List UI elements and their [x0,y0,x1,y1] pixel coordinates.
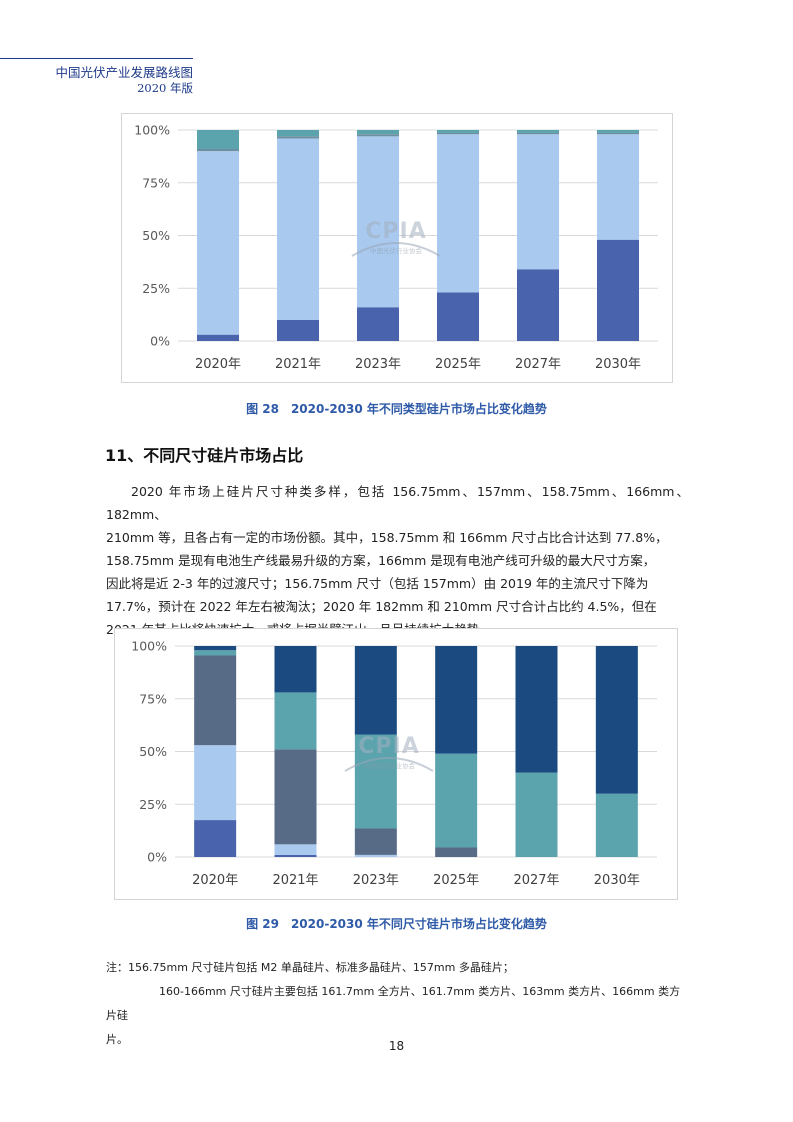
bar-segment [354,646,397,735]
bar-segment [194,650,237,656]
bar-segment [357,134,399,137]
header-subtitle: 2020 年版 [137,81,193,95]
bar-segment [274,854,317,857]
body-paragraph: 2020 年市场上硅片尺寸种类多样，包括 156.75mm、157mm、158.… [106,480,689,641]
bar-segment [274,692,317,750]
x-tick-label: 2020年 [195,357,241,372]
bar-segment [277,319,319,341]
bar-segment [357,130,399,135]
section-heading: 11、不同尺寸硅片市场占比 [105,446,304,465]
paragraph-line: 158.75mm 是现有电池生产线最易升级的方案，166mm 是现有电池产线可升… [106,553,656,568]
bar-segment [515,772,558,857]
bar-segment [517,132,559,135]
bar-segment [274,646,317,693]
y-tick-label: 25% [142,281,170,296]
svg-text:中国光伏行业协会: 中国光伏行业协会 [363,761,416,770]
bar-segment [357,307,399,341]
bar-segment [597,134,639,240]
footnote-line: 片。 [106,1033,128,1046]
y-tick-label: 0% [150,334,170,349]
bar-segment [517,130,559,133]
bar-segment [437,132,479,135]
page-number: 18 [388,1039,405,1053]
figure-28-caption: 图 28 2020-2030 年不同类型硅片市场占比变化趋势 [246,402,547,416]
x-tick-label: 2027年 [513,873,559,888]
bar-segment [274,749,317,845]
bar-segment [597,132,639,135]
footnote: 注：156.75mm 尺寸硅片包括 M2 单晶硅片、标准多晶硅片、157mm 多… [106,956,691,1052]
svg-text:CPIA: CPIA [358,734,419,759]
y-tick-label: 100% [134,123,170,138]
bar-segment [277,136,319,139]
x-tick-label: 2025年 [433,873,479,888]
bar-segment [197,130,239,149]
bar-segment [194,655,237,746]
bar-segment [277,138,319,320]
y-tick-label: 50% [142,228,170,243]
paragraph-line: 210mm 等，且各占有一定的市场份额。其中，158.75mm 和 166mm … [106,530,668,545]
bar-segment [354,828,397,855]
cpia-watermark: CPIA 中国光伏行业协会 [344,734,434,772]
bar-segment [357,136,399,308]
bar-segment [354,734,397,829]
bar-segment [595,793,638,857]
x-tick-label: 2020年 [192,873,238,888]
bar-segment [437,134,479,293]
svg-text:CPIA: CPIA [365,219,426,244]
bar-segment [197,151,239,335]
bar-segment [197,148,239,152]
x-tick-label: 2030年 [594,873,640,888]
chart-wafer-type-share-svg: 0% 25% 50% 75% 100% 2020年 2021年 2023年 2025年 2027年… [134,123,658,372]
cpia-watermark: CPIA 中国光伏行业协会 [351,219,441,257]
bar-segment [517,134,559,270]
bar-segment [197,334,239,341]
footnote-line: 160-166mm 尺寸硅片主要包括 161.7mm 全方片、161.7mm 类… [106,985,681,1022]
header-title: 中国光伏产业发展路线图 [55,65,193,80]
x-tick-label: 2023年 [353,873,399,888]
bar-segment [274,844,317,855]
x-tick-label: 2025年 [435,357,481,372]
y-tick-label: 75% [139,691,167,706]
y-tick-label: 75% [142,175,170,190]
y-tick-label: 50% [139,744,167,759]
header-rule [0,58,193,59]
paragraph-line: 因此将是近 2-3 年的过渡尺寸；156.75mm 尺寸（包括 157mm）由 … [106,576,649,591]
bar-segment [354,854,397,857]
bar-segment [194,745,237,821]
bar-segment [435,753,478,848]
paragraph-line: 17.7%，预计在 2022 年左右被淘汰；2020 年 182mm 和 210… [106,599,657,614]
x-tick-label: 2023年 [355,357,401,372]
bar-segment [595,646,638,794]
chart-wafer-size-share: 0% 25% 50% 75% 100% 2020年 2021年 2023年 2025年 2027年… [114,628,678,900]
y-tick-label: 100% [131,639,167,654]
x-tick-label: 2021年 [272,873,318,888]
paragraph-line: 2020 年市场上硅片尺寸种类多样，包括 156.75mm、157mm、158.… [106,484,689,522]
bar-segment [435,646,478,754]
bar-segment [277,130,319,137]
x-tick-label: 2027年 [515,357,561,372]
bar-segment [194,646,237,651]
y-tick-label: 0% [147,850,167,865]
bar-segment [515,646,558,773]
chart-wafer-type-share: 0% 25% 50% 75% 100% 2020年 2021年 2023年 2025年 2027年… [121,113,673,383]
bar-segment [194,820,237,857]
bar-segment [435,847,478,857]
bar-segment [597,130,639,133]
bar-segment [437,130,479,133]
footnote-line: 注：156.75mm 尺寸硅片包括 M2 单晶硅片、标准多晶硅片、157mm 多… [106,961,514,974]
bar-segment [517,269,559,341]
x-tick-label: 2021年 [275,357,321,372]
chart-wafer-size-share-svg: 0% 25% 50% 75% 100% 2020年 2021年 2023年 2025年 2027年… [131,639,657,888]
bar-segment [437,292,479,341]
svg-text:中国光伏行业协会: 中国光伏行业协会 [370,246,423,255]
bar-segment [597,239,639,341]
figure-29-caption: 图 29 2020-2030 年不同尺寸硅片市场占比变化趋势 [246,917,547,931]
x-tick-label: 2030年 [595,357,641,372]
y-tick-label: 25% [139,797,167,812]
